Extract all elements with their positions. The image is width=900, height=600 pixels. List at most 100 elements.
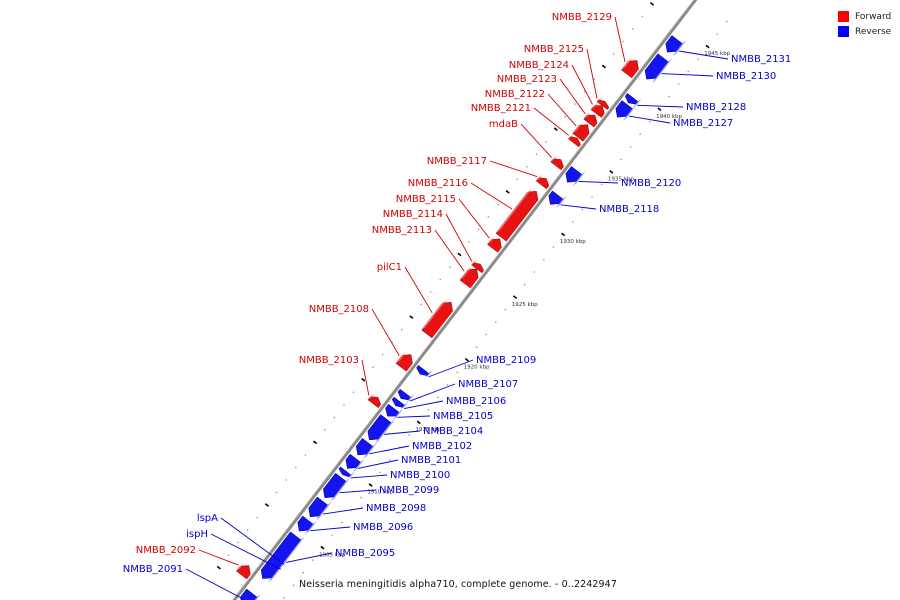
gene-feature[interactable] xyxy=(367,414,395,444)
gene-arrow[interactable] xyxy=(583,114,598,128)
gene-feature[interactable] xyxy=(416,365,433,379)
gene-feature[interactable] xyxy=(391,396,409,410)
gene-label[interactable]: NMBB_2109 xyxy=(476,355,536,366)
gene-label[interactable]: NMBB_2125 xyxy=(524,44,584,55)
gene-feature[interactable] xyxy=(615,100,637,122)
gene-feature[interactable] xyxy=(572,122,590,142)
gene-feature[interactable] xyxy=(495,189,539,242)
gene-label[interactable]: NMBB_2092 xyxy=(136,545,196,556)
gene-arrow[interactable] xyxy=(355,437,373,456)
gene-feature[interactable] xyxy=(236,563,251,580)
gene-label[interactable]: mdaB xyxy=(489,119,518,130)
gene-feature[interactable] xyxy=(471,259,485,274)
gene-label[interactable]: NMBB_2129 xyxy=(552,12,612,23)
gene-label[interactable]: NMBB_2115 xyxy=(396,194,456,205)
gene-feature[interactable] xyxy=(308,496,332,521)
gene-arrow[interactable] xyxy=(495,190,539,242)
gene-label[interactable]: NMBB_2099 xyxy=(379,485,439,496)
gene-feature[interactable] xyxy=(665,35,687,57)
gene-label[interactable]: NMBB_2100 xyxy=(390,470,450,481)
gene-label[interactable]: NMBB_2131 xyxy=(731,54,791,65)
gene-feature[interactable] xyxy=(621,58,639,79)
gene-feature[interactable] xyxy=(385,403,403,421)
gene-label[interactable]: NMBB_2108 xyxy=(309,304,369,315)
minor-tick xyxy=(227,554,230,556)
gene-arrow[interactable] xyxy=(548,190,564,205)
gene-label[interactable]: NMBB_2096 xyxy=(353,522,413,533)
gene-feature[interactable] xyxy=(338,466,355,479)
gene-feature[interactable] xyxy=(395,352,413,372)
gene-label[interactable]: pilC1 xyxy=(377,262,402,273)
gene-feature[interactable] xyxy=(644,53,673,84)
gene-label[interactable]: NMBB_2127 xyxy=(673,118,733,129)
gene-feature[interactable] xyxy=(624,93,642,107)
gene-label[interactable]: NMBB_2102 xyxy=(412,441,472,452)
gene-arrow[interactable] xyxy=(240,588,258,600)
gene-feature[interactable] xyxy=(367,393,382,409)
gene-label[interactable]: NMBB_2106 xyxy=(446,396,506,407)
gene-label[interactable]: NMBB_2104 xyxy=(423,426,483,437)
gene-arrow[interactable] xyxy=(416,365,430,376)
gene-arrow[interactable] xyxy=(323,472,347,499)
gene-label[interactable]: NMBB_2113 xyxy=(372,225,432,236)
gene-arrow[interactable] xyxy=(568,136,581,148)
gene-arrow[interactable] xyxy=(596,99,610,110)
gene-feature[interactable] xyxy=(583,112,598,128)
gene-arrow[interactable] xyxy=(471,262,485,274)
gene-feature[interactable] xyxy=(297,515,317,536)
gene-arrow[interactable] xyxy=(397,388,411,401)
gene-label[interactable]: NMBB_2101 xyxy=(401,455,461,466)
gene-feature[interactable] xyxy=(459,266,479,289)
gene-label[interactable]: NMBB_2120 xyxy=(621,178,681,189)
gene-label[interactable]: NMBB_2114 xyxy=(383,209,443,220)
gene-feature[interactable] xyxy=(548,190,567,209)
gene-label[interactable]: lspA xyxy=(197,513,218,524)
gene-label[interactable]: NMBB_2122 xyxy=(485,89,545,100)
gene-arrow[interactable] xyxy=(421,301,453,339)
gene-label[interactable]: NMBB_2123 xyxy=(497,74,557,85)
gene-label[interactable]: NMBB_2103 xyxy=(299,355,359,366)
gene-feature[interactable] xyxy=(535,174,550,190)
gene-label[interactable]: NMBB_2130 xyxy=(716,71,776,82)
gene-label[interactable]: ispH xyxy=(186,529,208,540)
gene-feature[interactable] xyxy=(323,472,350,502)
gene-feature[interactable] xyxy=(355,437,377,459)
gene-feature[interactable] xyxy=(590,102,605,118)
gene-arrow[interactable] xyxy=(385,403,400,417)
gene-label[interactable]: NMBB_2105 xyxy=(433,411,493,422)
gene-arrow[interactable] xyxy=(535,177,550,190)
gene-arrow[interactable] xyxy=(644,53,669,80)
gene-feature[interactable] xyxy=(421,300,453,339)
gene-feature[interactable] xyxy=(568,133,581,148)
gene-arrow[interactable] xyxy=(565,165,582,183)
gene-arrow[interactable] xyxy=(236,565,251,580)
gene-label[interactable]: NMBB_2124 xyxy=(509,60,569,71)
gene-arrow[interactable] xyxy=(367,396,382,409)
gene-label[interactable]: NMBB_2118 xyxy=(599,204,659,215)
gene-feature[interactable] xyxy=(240,588,261,600)
gene-label[interactable]: NMBB_2098 xyxy=(366,503,426,514)
gene-label[interactable]: NMBB_2116 xyxy=(408,178,468,189)
gene-label[interactable]: NMBB_2117 xyxy=(427,156,487,167)
gene-feature[interactable] xyxy=(596,96,610,110)
gene-feature[interactable] xyxy=(565,165,586,187)
gene-label[interactable]: NMBB_2121 xyxy=(471,103,531,114)
gene-arrow[interactable] xyxy=(391,396,405,408)
gene-label[interactable]: NMBB_2095 xyxy=(335,548,395,559)
gene-arrow[interactable] xyxy=(665,35,683,53)
gene-feature[interactable] xyxy=(397,388,415,403)
gene-label[interactable]: NMBB_2107 xyxy=(458,379,518,390)
gene-arrow[interactable] xyxy=(459,268,479,289)
gene-arrow[interactable] xyxy=(308,496,328,518)
gene-label[interactable]: NMBB_2128 xyxy=(686,102,746,113)
gene-arrow[interactable] xyxy=(338,466,352,478)
gene-feature[interactable] xyxy=(487,236,502,253)
gene-arrow[interactable] xyxy=(590,105,605,118)
gene-arrow[interactable] xyxy=(550,158,564,171)
gene-arrow[interactable] xyxy=(487,238,502,253)
gene-label[interactable]: NMBB_2091 xyxy=(123,564,183,575)
gene-feature[interactable] xyxy=(260,531,305,583)
gene-feature[interactable] xyxy=(345,453,365,473)
gene-feature[interactable] xyxy=(550,155,564,171)
gene-arrow[interactable] xyxy=(624,93,639,105)
